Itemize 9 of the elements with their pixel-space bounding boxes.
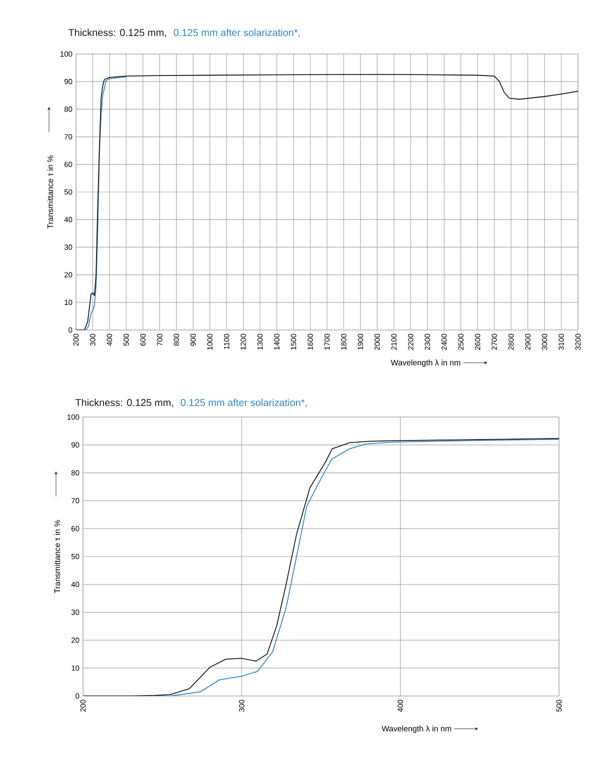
text: 0.125 mm after solarization*, (174, 28, 300, 38)
text: 0.125 mm after solarization*, (180, 398, 307, 408)
text: Thickness: 0.125 mm, (75, 398, 174, 408)
text: Thickness: 0.125 mm, (68, 28, 166, 38)
line-series (76, 74, 578, 330)
x-axis-title: Wavelength λ in nm (382, 726, 452, 733)
x-axis-title: Wavelength λ in nm (390, 360, 460, 367)
y-axis-title: Transmittance τ in % (47, 156, 54, 229)
y-axis-title: Transmittance τ in % (54, 520, 60, 594)
